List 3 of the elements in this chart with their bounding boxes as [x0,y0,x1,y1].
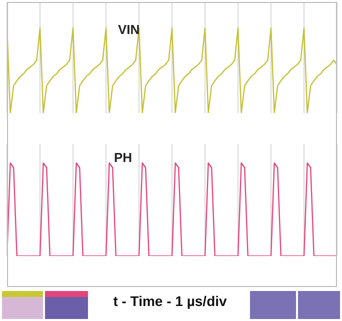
x-axis-title: t - Time - 1 µs/div [112,293,228,309]
series-label: VIN [118,22,140,37]
series-label: PH [114,150,132,165]
